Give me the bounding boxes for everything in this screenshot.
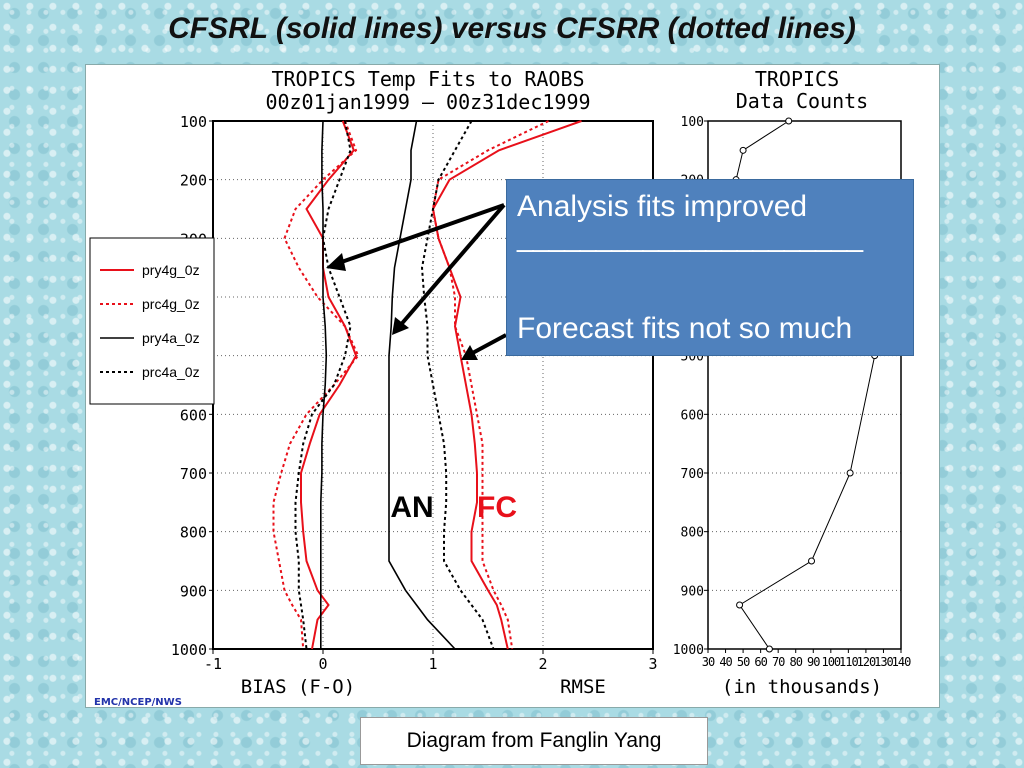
counts-xtick-label: 40 (719, 655, 732, 669)
series-line-pry4g-0z-rmse (431, 120, 582, 650)
credit-box: Diagram from Fanglin Yang (360, 717, 708, 765)
figure-panel: TROPICS Temp Fits to RAOBS 00z01jan1999 … (85, 64, 940, 708)
legend-label: prc4g_0z (142, 296, 200, 312)
counts-marker (846, 469, 854, 477)
counts-xtick-label: 50 (737, 655, 750, 669)
series-line-pry4a-0z-bias (320, 120, 328, 649)
callout-line3: Forecast fits not so much (517, 312, 853, 345)
counts-ytick-label: 100 (681, 115, 704, 130)
counts-marker (808, 557, 816, 565)
counts-frame (707, 120, 902, 650)
main-xtick-label: 2 (538, 655, 547, 673)
callout-line1: Analysis fits improved (517, 190, 808, 223)
main-xtick-label: 1 (428, 655, 437, 673)
counts-marker (785, 117, 793, 125)
series-line-prc4g-0z-bias (272, 120, 360, 650)
counts-xtick-label: 140 (892, 655, 911, 669)
counts-xtick-label: 90 (807, 655, 820, 669)
main-chart-title: TROPICS Temp Fits to RAOBS (271, 67, 584, 91)
counts-marker (739, 146, 747, 154)
main-xtick-label: 3 (648, 655, 657, 673)
arrow-head-bias (326, 253, 346, 271)
counts-xtick-label: 80 (790, 655, 803, 669)
callout-box: Analysis fits improved _________________… (506, 179, 914, 356)
counts-xtick-label: 120 (857, 655, 876, 669)
counts-xtick-label: 70 (772, 655, 785, 669)
series-line-prc4a-0z-rmse (420, 120, 495, 650)
counts-ytick-label: 800 (681, 526, 704, 541)
arrow-head-an (392, 317, 409, 335)
counts-xtick-label: 60 (754, 655, 767, 669)
footer-text: EMC/NCEP/NWS (94, 697, 182, 707)
arrow-to-bias (332, 203, 505, 267)
arrow-head-fc (461, 345, 478, 360)
fc-label: FC (477, 491, 517, 524)
main-xtick-label: 0 (318, 655, 327, 673)
legend-label: prc4a_0z (142, 364, 200, 380)
an-label: AN (390, 491, 433, 524)
legend-label: pry4a_0z (142, 330, 200, 346)
main-xtick-label: -1 (204, 655, 222, 673)
main-ytick-label: 800 (180, 524, 207, 542)
main-chart: 1002003004005006007008009001000-10123pry… (89, 113, 658, 673)
arrow-to-an (396, 203, 506, 330)
main-ytick-label: 100 (180, 113, 207, 131)
main-ytick-label: 1000 (171, 641, 207, 659)
main-ytick-label: 600 (180, 406, 207, 424)
callout-divider: ______________________ (517, 220, 863, 253)
counts-ytick-label: 600 (681, 408, 704, 423)
counts-xtick-label: 100 (821, 655, 840, 669)
legend-label: pry4g_0z (142, 262, 200, 278)
series-line-pry4a-0z-rmse (388, 120, 456, 650)
counts-marker (765, 645, 773, 653)
counts-ytick-label: 900 (681, 584, 704, 599)
counts-xtick-label: 30 (702, 655, 715, 669)
counts-xlabel: (in thousands) (722, 676, 882, 698)
series-line-pry4g-0z-bias (300, 120, 358, 650)
counts-xtick-label: 130 (874, 655, 893, 669)
counts-chart-title: TROPICS (755, 67, 839, 91)
counts-marker (736, 601, 744, 609)
main-ytick-label: 200 (180, 172, 207, 190)
main-ytick-label: 900 (180, 582, 207, 600)
counts-xtick-label: 110 (839, 655, 858, 669)
main-xlabel-rmse: RMSE (560, 676, 606, 698)
counts-ytick-label: 1000 (673, 643, 704, 658)
counts-ytick-label: 700 (681, 467, 704, 482)
series-line-prc4a-0z-bias (294, 120, 352, 650)
counts-chart-subtitle: Data Counts (736, 89, 868, 113)
figure-svg: TROPICS Temp Fits to RAOBS 00z01jan1999 … (89, 67, 912, 707)
slide-title: CFSRL (solid lines) versus CFSRR (dotted… (168, 12, 856, 45)
main-ytick-label: 700 (180, 465, 207, 483)
main-xlabel-bias: BIAS (F-O) (241, 676, 355, 698)
main-chart-subtitle: 00z01jan1999 – 00z31dec1999 (265, 90, 590, 114)
legend-box (89, 237, 215, 405)
